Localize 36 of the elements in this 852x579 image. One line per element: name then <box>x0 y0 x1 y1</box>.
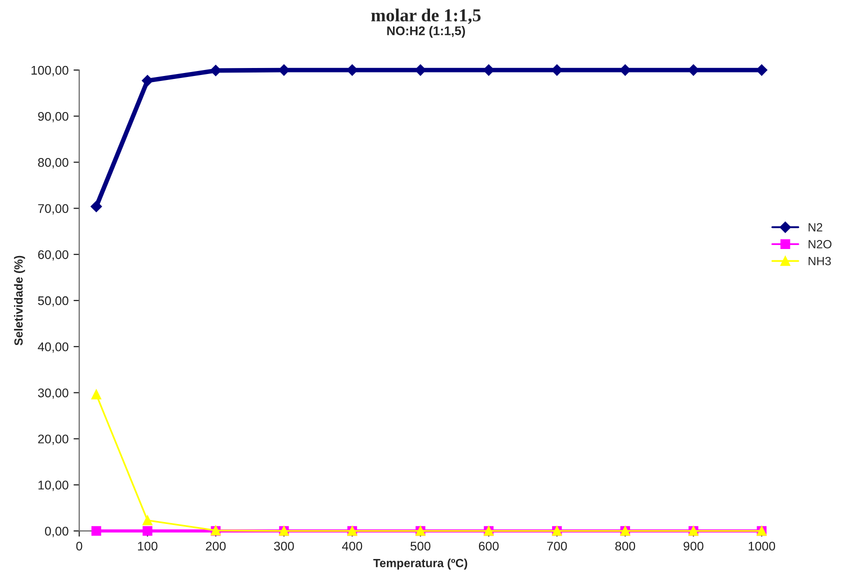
y-tick-label: 40,00 <box>38 342 68 353</box>
x-tick-label: 100 <box>138 542 158 551</box>
y-tick-label: 80,00 <box>38 158 68 168</box>
x-tick-label: 600 <box>478 542 499 551</box>
y-tick-label: 100,00 <box>32 66 68 76</box>
x-tick-label: 200 <box>206 542 226 551</box>
point <box>142 526 152 536</box>
point <box>90 200 102 212</box>
x-tick-label: 400 <box>342 542 362 551</box>
y-tick-label: 0,00 <box>44 526 68 538</box>
y-tick-label: 90,00 <box>38 112 68 122</box>
y-tick-label: 70,00 <box>38 204 68 214</box>
x-tick-label: 500 <box>410 542 430 551</box>
y-tick-label: 30,00 <box>38 388 68 399</box>
y-tick-label: 50,00 <box>38 296 68 307</box>
x-tick-label: 800 <box>615 542 636 551</box>
x-tick-label: 1000 <box>748 542 776 551</box>
point <box>142 75 154 86</box>
point <box>91 526 102 536</box>
point <box>756 64 768 76</box>
x-tick-label: 300 <box>274 542 294 551</box>
y-tick-label: 20,00 <box>38 434 68 445</box>
legend-label: N2O <box>808 240 832 248</box>
x-tick-label: 900 <box>684 542 704 551</box>
legend-label: N2 <box>808 223 822 232</box>
x-axis-title: Temperatura (ºC) <box>373 558 468 570</box>
y-axis-title: Seletividade (%) <box>14 256 26 346</box>
point <box>142 515 152 526</box>
x-tick-label: 700 <box>547 542 567 551</box>
y-tick-label: 10,00 <box>38 480 68 491</box>
y-tick-label: 60,00 <box>38 250 68 261</box>
point <box>91 390 102 400</box>
chart-title: molar de 1:1,5 <box>371 8 481 24</box>
chart-subtitle: NO:H2 (1:1,5) <box>387 26 465 38</box>
legend-label: NH3 <box>808 256 831 266</box>
x-tick-label: 0 <box>76 542 82 551</box>
